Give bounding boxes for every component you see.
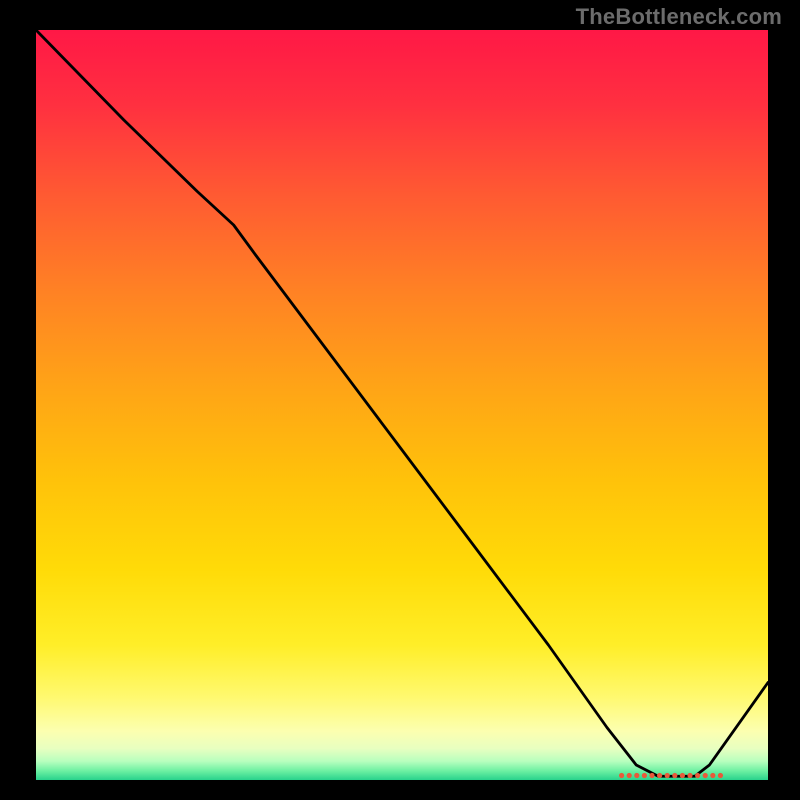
optimal-marker-dot	[627, 773, 632, 778]
optimal-marker-dot	[695, 773, 700, 778]
optimal-marker-dot	[642, 773, 647, 778]
optimal-marker-dot	[710, 773, 715, 778]
watermark-text: TheBottleneck.com	[576, 4, 782, 30]
chart-frame	[36, 30, 768, 780]
optimal-marker-dot	[680, 773, 685, 778]
optimal-marker-dot	[619, 773, 624, 778]
optimal-marker-dot	[703, 773, 708, 778]
optimal-marker-dot	[718, 773, 723, 778]
optimal-marker-dot	[657, 773, 662, 778]
optimal-marker-dot	[634, 773, 639, 778]
bottleneck-chart	[36, 30, 768, 780]
optimal-marker-dot	[687, 773, 692, 778]
optimal-marker-dot	[649, 773, 654, 778]
optimal-marker-dot	[665, 773, 670, 778]
optimal-marker-dot	[672, 773, 677, 778]
